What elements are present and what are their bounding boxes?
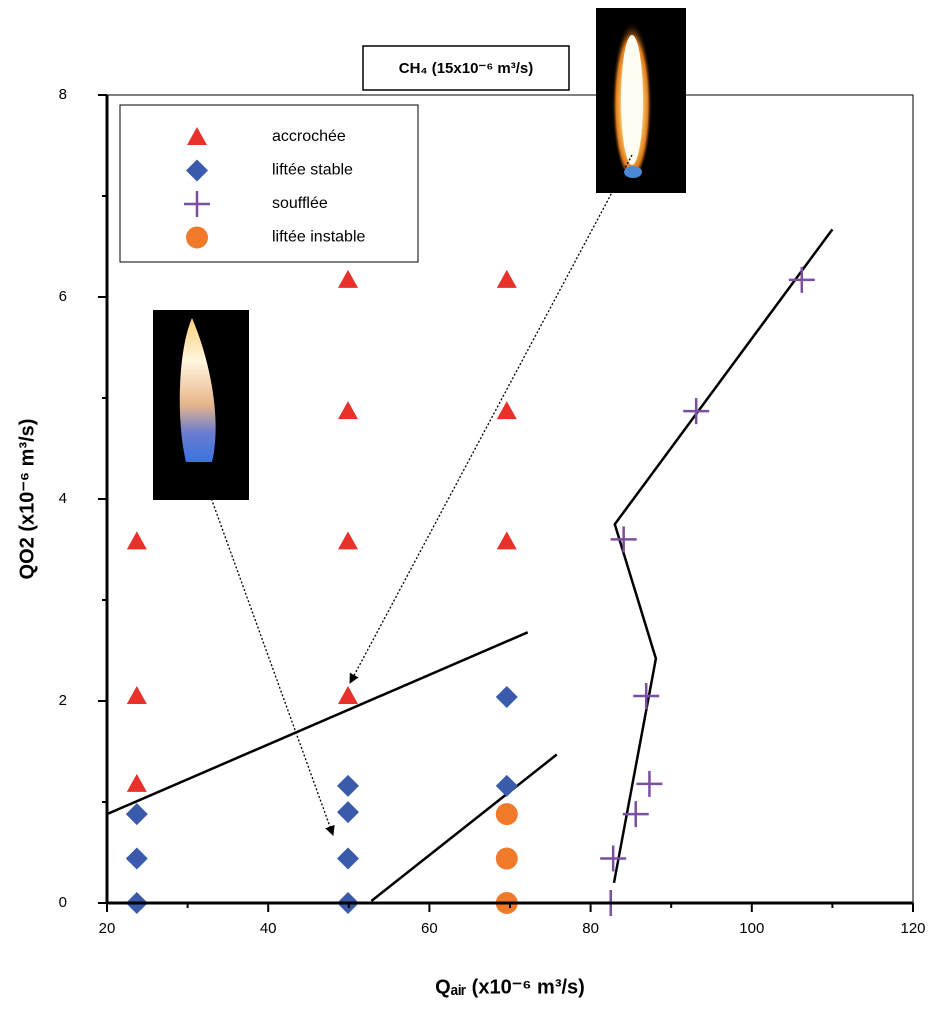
title-box [362, 45, 570, 91]
x-tick-label: 40 [260, 920, 277, 937]
triangle-point [496, 269, 517, 288]
legend-label: liftée stable [272, 162, 353, 179]
chart-title: CH₄ (15x10⁻⁶ m³/s) [399, 60, 534, 77]
plus-point [633, 682, 660, 709]
plus-point [622, 801, 649, 828]
annotation-arrow [209, 494, 335, 836]
diamond-point [336, 774, 359, 797]
y-tick-label: 2 [59, 692, 67, 709]
plus-point [600, 845, 627, 872]
y-axis-label: QO2 (x10⁻⁶ m³/s) [16, 419, 38, 580]
boundary-line [106, 631, 529, 816]
legend-label: liftée instable [272, 229, 365, 246]
y-tick-label: 4 [59, 490, 67, 507]
flame-photo [596, 8, 686, 193]
diamond-point [495, 774, 518, 797]
triangle-point [337, 531, 358, 550]
triangle-point [337, 401, 358, 420]
x-tick-label: 100 [739, 920, 764, 937]
x-axis-label: Qₐᵢᵣ (x10⁻⁶ m³/s) [435, 976, 585, 998]
triangle-point [187, 127, 207, 145]
legend-label: soufflée [272, 195, 328, 212]
boundary-line [612, 228, 834, 884]
plus-point [683, 398, 710, 425]
legend-entries: accrochée liftée stable soufflée liftée ins… [184, 127, 365, 249]
y-tick-label: 8 [59, 86, 67, 103]
triangle-point [496, 531, 517, 550]
y-tick-label: 0 [59, 894, 67, 911]
x-tick-label: 20 [99, 920, 116, 937]
y-tick-label: 6 [59, 288, 67, 305]
plus-point [610, 526, 637, 553]
diamond-point [495, 685, 518, 708]
diamond-point [336, 847, 359, 870]
triangle-point [126, 685, 147, 704]
plus-point [636, 770, 663, 797]
diamond-point [125, 803, 148, 826]
triangle-point [126, 773, 147, 792]
diamond-point [186, 159, 208, 182]
triangle-point [337, 685, 358, 704]
circle-point [186, 226, 208, 249]
boundary-line [370, 753, 558, 902]
plus-point [788, 266, 815, 293]
x-tick-label: 60 [421, 920, 438, 937]
circle-point [495, 847, 518, 870]
flame-photo [153, 310, 249, 500]
diamond-point [336, 801, 359, 824]
legend [119, 104, 419, 263]
triangle-point [496, 401, 517, 420]
legend-label: accrochée [272, 128, 346, 145]
diamond-point [125, 847, 148, 870]
x-tick-label: 120 [900, 920, 925, 937]
x-tick-label: 80 [582, 920, 599, 937]
circle-point [495, 803, 518, 826]
plus-point [184, 191, 210, 217]
triangle-point [126, 531, 147, 550]
triangle-point [337, 269, 358, 288]
